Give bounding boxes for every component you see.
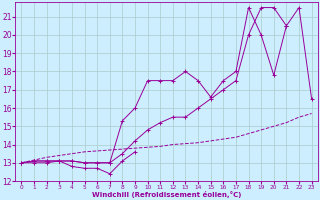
X-axis label: Windchill (Refroidissement éolien,°C): Windchill (Refroidissement éolien,°C) — [92, 191, 241, 198]
